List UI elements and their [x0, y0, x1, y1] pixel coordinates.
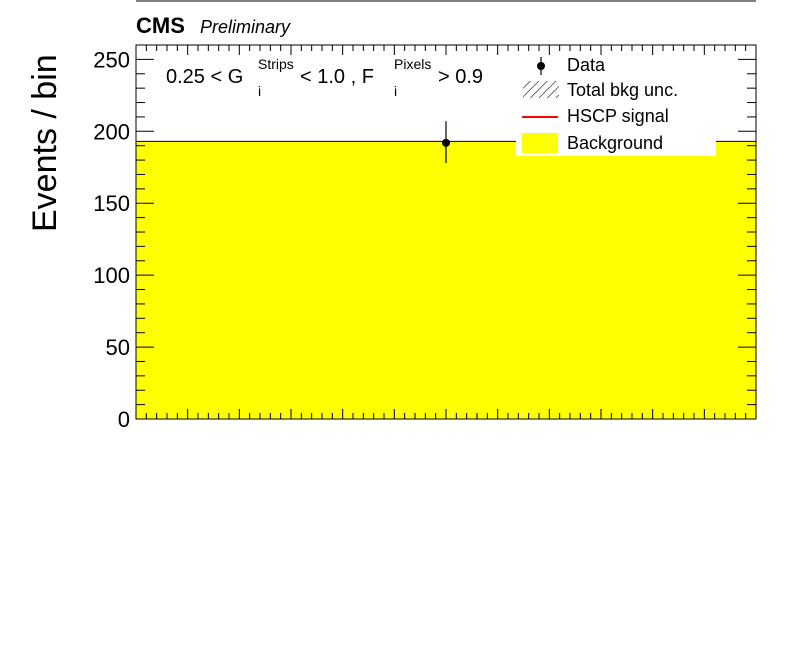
legend-label-unc: Total bkg unc.: [567, 80, 678, 100]
legend-data-marker: [537, 57, 545, 75]
data-marker: [442, 138, 450, 147]
svg-text:< 1.0 , F: < 1.0 , F: [300, 66, 374, 88]
y-tick-label: 0: [118, 407, 130, 432]
svg-text:0.25 < G: 0.25 < G: [166, 66, 243, 88]
cut-text-part2: < 1.0 , F: [300, 66, 374, 88]
legend-label-signal: HSCP signal: [567, 106, 669, 126]
legend-background-swatch: [522, 133, 558, 153]
legend-label-background: Background: [567, 133, 663, 153]
cut-text-part3: > 0.9: [438, 66, 483, 88]
background-histogram: [136, 141, 756, 419]
plot-frame: [135, 44, 757, 420]
y-tick-label: 50: [106, 335, 130, 360]
cut-text-part1: 0.25 < G: [166, 66, 243, 88]
y-tick-label: 250: [93, 47, 130, 72]
legend-label-data: Data: [567, 55, 606, 75]
data-point: [442, 121, 450, 163]
cut-g-subscript: i: [258, 83, 261, 99]
y-axis-title: Events / bin: [26, 54, 64, 232]
selection-cut-label: 0.25 < G Strips i < 1.0 , F Pixels i > 0…: [166, 56, 483, 99]
status-label: Preliminary: [200, 17, 291, 37]
experiment-label: CMS: [136, 13, 185, 38]
y-tick-label: 200: [93, 119, 130, 144]
cut-f-superscript: Pixels: [394, 56, 431, 72]
y-tick-label: 100: [93, 263, 130, 288]
legend-hatch-swatch: [523, 81, 559, 98]
svg-text:> 0.9: > 0.9: [438, 66, 483, 88]
y-tick-label: 150: [93, 191, 130, 216]
cut-f-subscript: i: [394, 83, 397, 99]
cut-g-superscript: Strips: [258, 56, 294, 72]
